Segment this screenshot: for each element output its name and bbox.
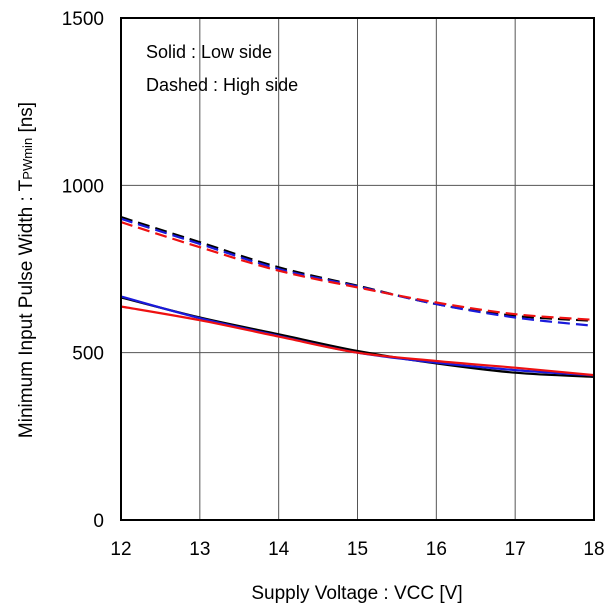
y-tick-label: 500	[72, 344, 104, 365]
series-line-solid-red	[120, 305, 595, 377]
y-tick-label: 0	[93, 511, 104, 532]
series-line-dashed-blue	[120, 217, 595, 327]
annotation-solid: Solid : Low side	[146, 42, 272, 62]
y-tick-labels: 0 500 1000 1500	[62, 9, 104, 532]
y-tick-label: 1500	[62, 9, 104, 30]
y-axis-label: Minimum Input Pulse Width : TPWmin [ns]	[16, 102, 37, 438]
plot-frame	[120, 17, 595, 521]
x-tick-label: 15	[347, 539, 368, 560]
series-line-dashed-red	[120, 221, 595, 321]
annotation-dashed: Dashed : High side	[146, 75, 298, 95]
x-tick-label: 17	[505, 539, 526, 560]
y-axis-label-subscript: PWmin	[20, 138, 35, 180]
series-line-dashed-black	[120, 216, 595, 322]
x-tick-label: 12	[110, 539, 131, 560]
x-tick-labels: 12 13 14 15 16 17 18	[110, 539, 604, 560]
x-tick-label: 13	[189, 539, 210, 560]
series-group	[120, 216, 595, 378]
x-axis-label: Supply Voltage : VCC [V]	[251, 583, 462, 604]
y-tick-label: 1000	[62, 176, 104, 197]
x-tick-label: 14	[268, 539, 290, 560]
x-tick-label: 16	[426, 539, 447, 560]
y-axis-label-unit: [ns]	[16, 102, 37, 138]
y-axis-label-main: Minimum Input Pulse Width : T	[16, 179, 37, 438]
x-tick-label: 18	[583, 539, 604, 560]
